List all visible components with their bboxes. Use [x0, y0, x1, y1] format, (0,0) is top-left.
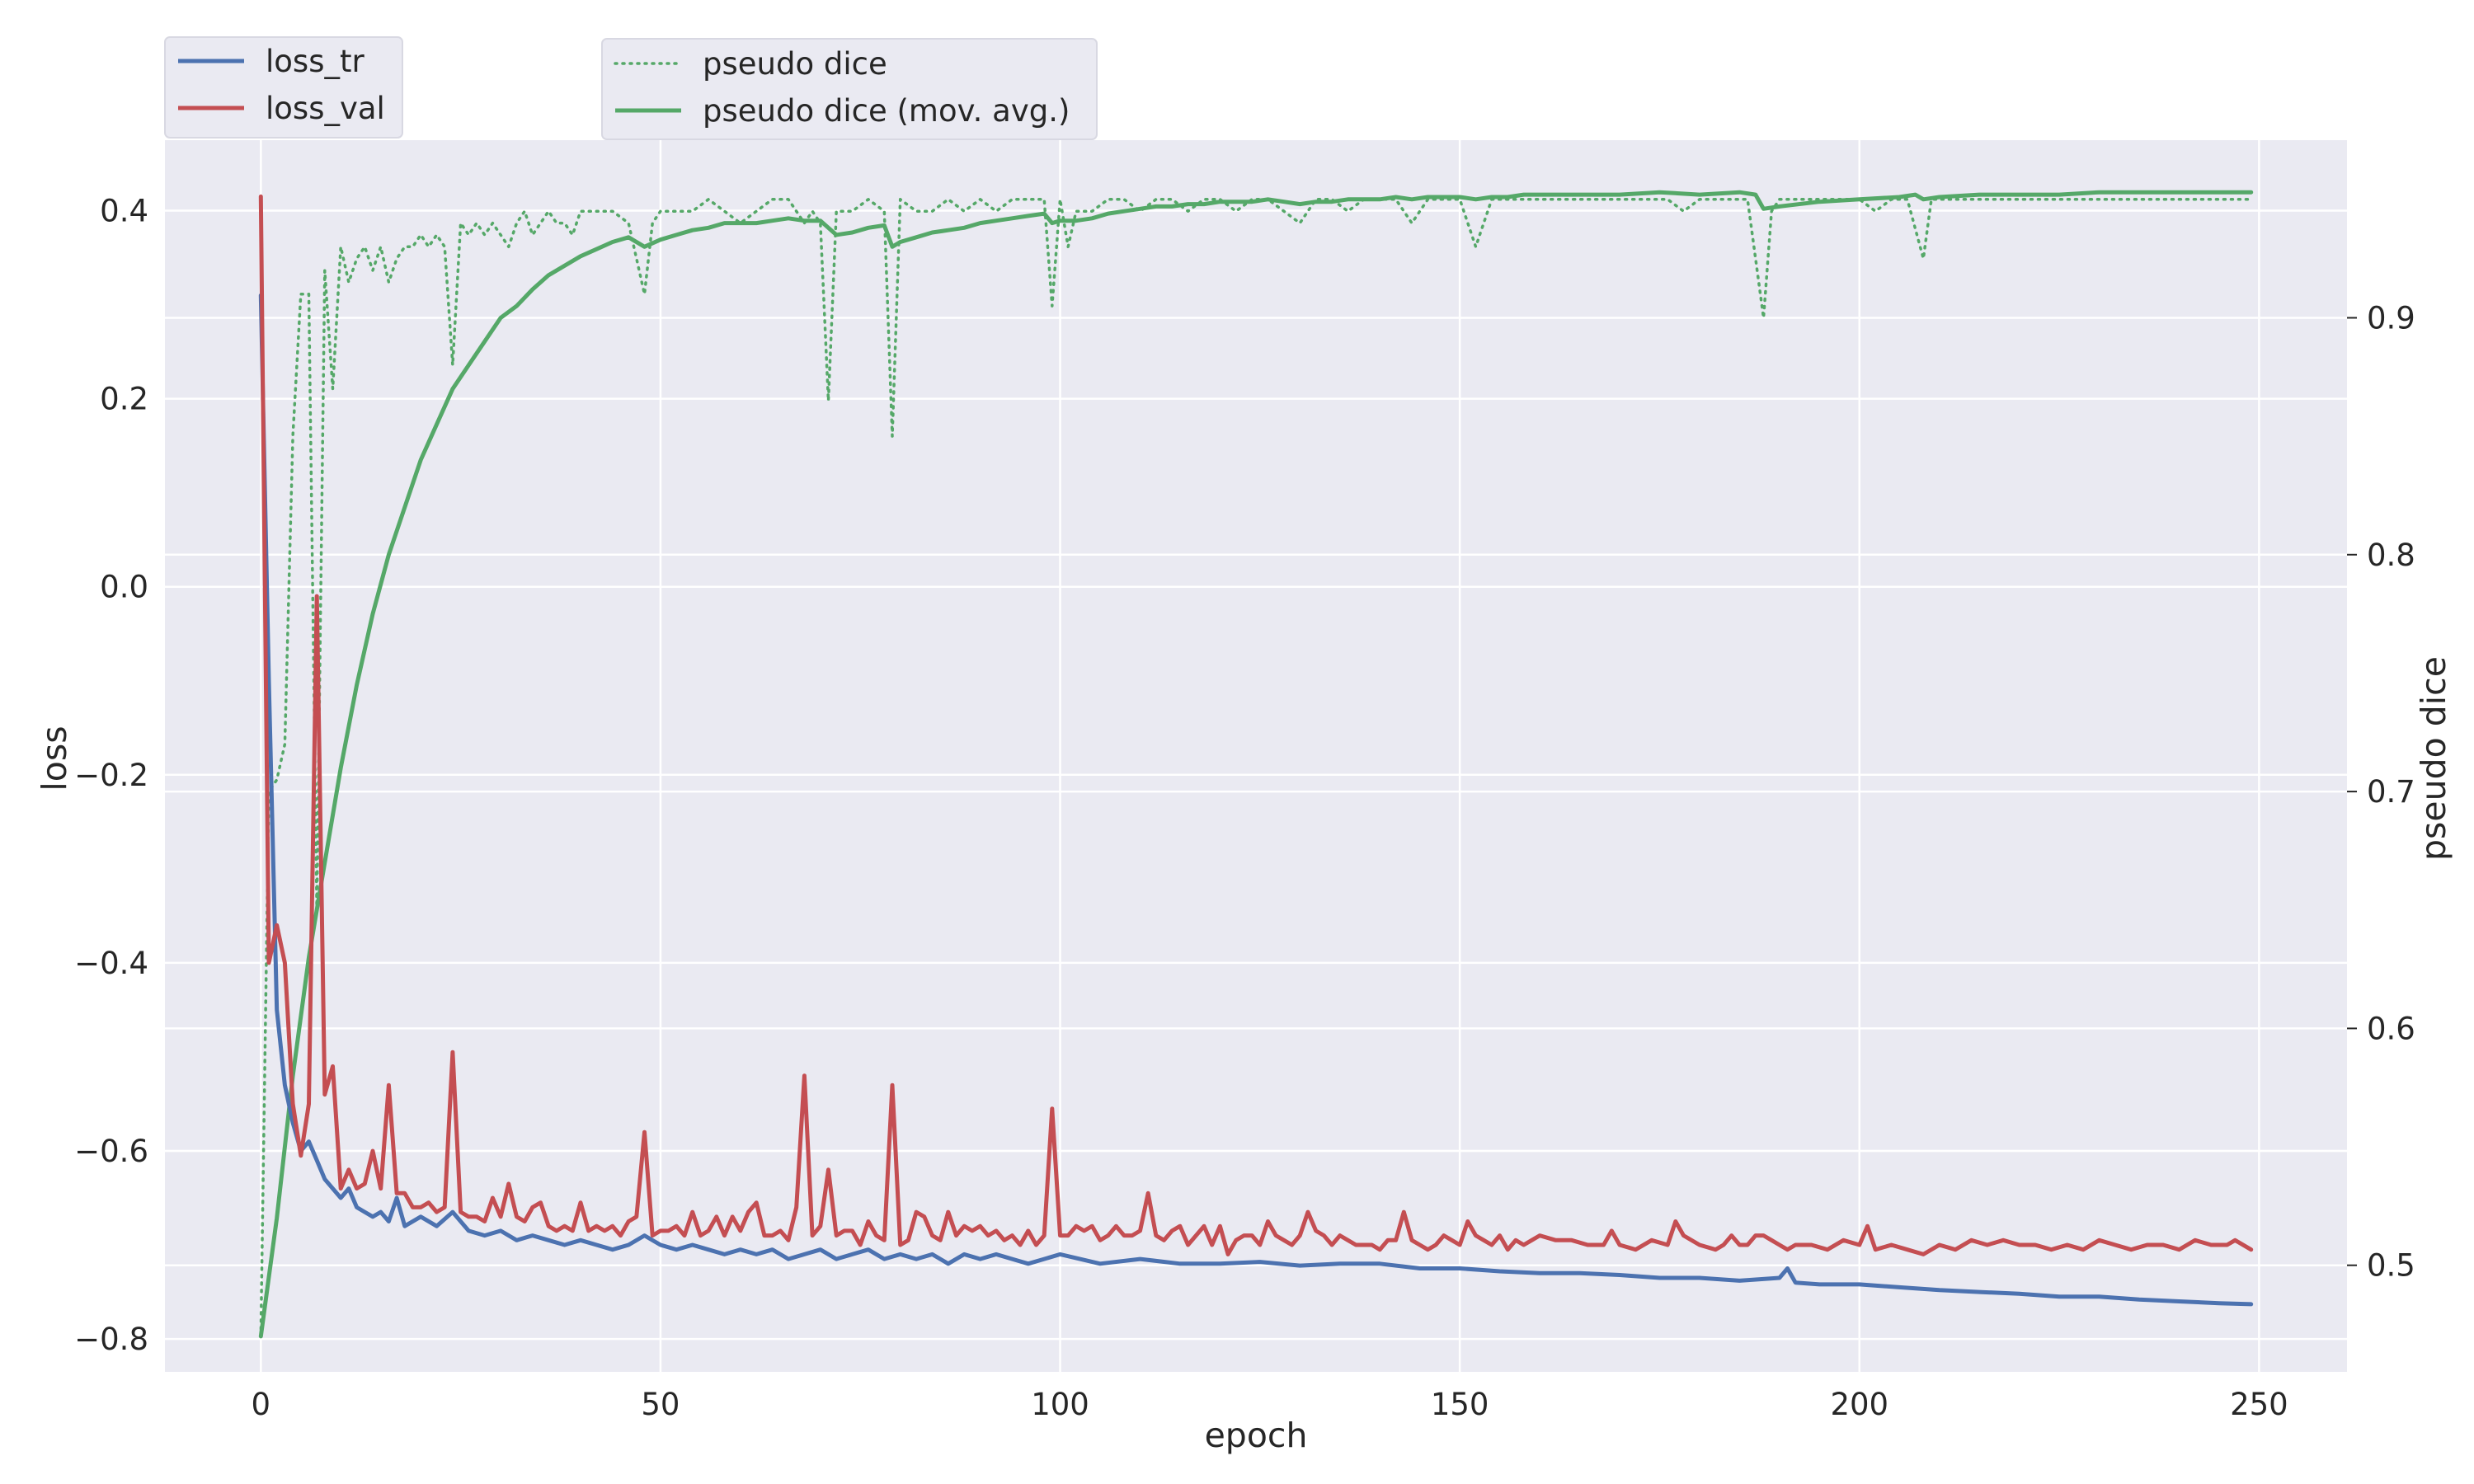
y-left-tick-label: −0.2: [74, 758, 148, 793]
series-layer: [258, 190, 2254, 1339]
y-left-tick-label: −0.8: [74, 1322, 148, 1357]
y-axis-right-title: pseudo dice: [2414, 656, 2453, 861]
legend-label-loss-val: loss_val: [266, 91, 385, 126]
y-right-tick-label: 0.6: [2367, 1011, 2415, 1046]
y-right-tick-label: 0.5: [2367, 1248, 2415, 1284]
series-line-loss-val: [258, 194, 2254, 1256]
x-tick-label: 250: [2230, 1387, 2288, 1422]
y-left-tick-label: −0.4: [74, 946, 148, 981]
y-right-tick-label: 0.7: [2367, 774, 2415, 810]
y-right-tick-label: 0.8: [2367, 538, 2415, 573]
legend-left: loss_tr loss_val: [164, 36, 403, 139]
y-left-tick-label: 0.2: [100, 382, 148, 417]
x-tick-label: 100: [1031, 1387, 1089, 1422]
grid-lines: [165, 140, 2347, 1372]
x-axis-title: epoch: [1205, 1416, 1308, 1455]
y-right-tick-label: 0.9: [2367, 300, 2415, 336]
x-tick-label: 50: [641, 1387, 680, 1422]
legend-right-box: [601, 38, 1098, 140]
legend-right: pseudo dice pseudo dice (mov. avg.): [601, 38, 1098, 140]
x-tick-label: 0: [252, 1387, 271, 1422]
series-line-pseudo-dice: [259, 198, 2253, 1338]
legend-label-pseudo-dice: pseudo dice: [703, 46, 887, 82]
y-axis-left-title: loss: [35, 726, 74, 791]
x-tick-label: 150: [1431, 1387, 1489, 1422]
x-tick-label: 200: [1830, 1387, 1888, 1422]
y-left-tick-label: −0.6: [74, 1134, 148, 1169]
series-line-loss-tr: [258, 293, 2254, 1307]
y-left-tick-label: 0.0: [100, 570, 148, 605]
legend-label-loss-tr: loss_tr: [266, 44, 365, 79]
axis-tick-labels: 0 50 100 150 200 250 −0.8 −0.6 −0.4 −0.2 0.0 0.2 0.4…: [74, 194, 2415, 1422]
legend-label-pseudo-dice-mov-avg: pseudo dice (mov. avg.): [703, 93, 1070, 129]
y-left-tick-label: 0.4: [100, 194, 148, 229]
series-line-pseudo-dice-mov-avg: [258, 190, 2254, 1339]
plot-area: [165, 140, 2347, 1372]
